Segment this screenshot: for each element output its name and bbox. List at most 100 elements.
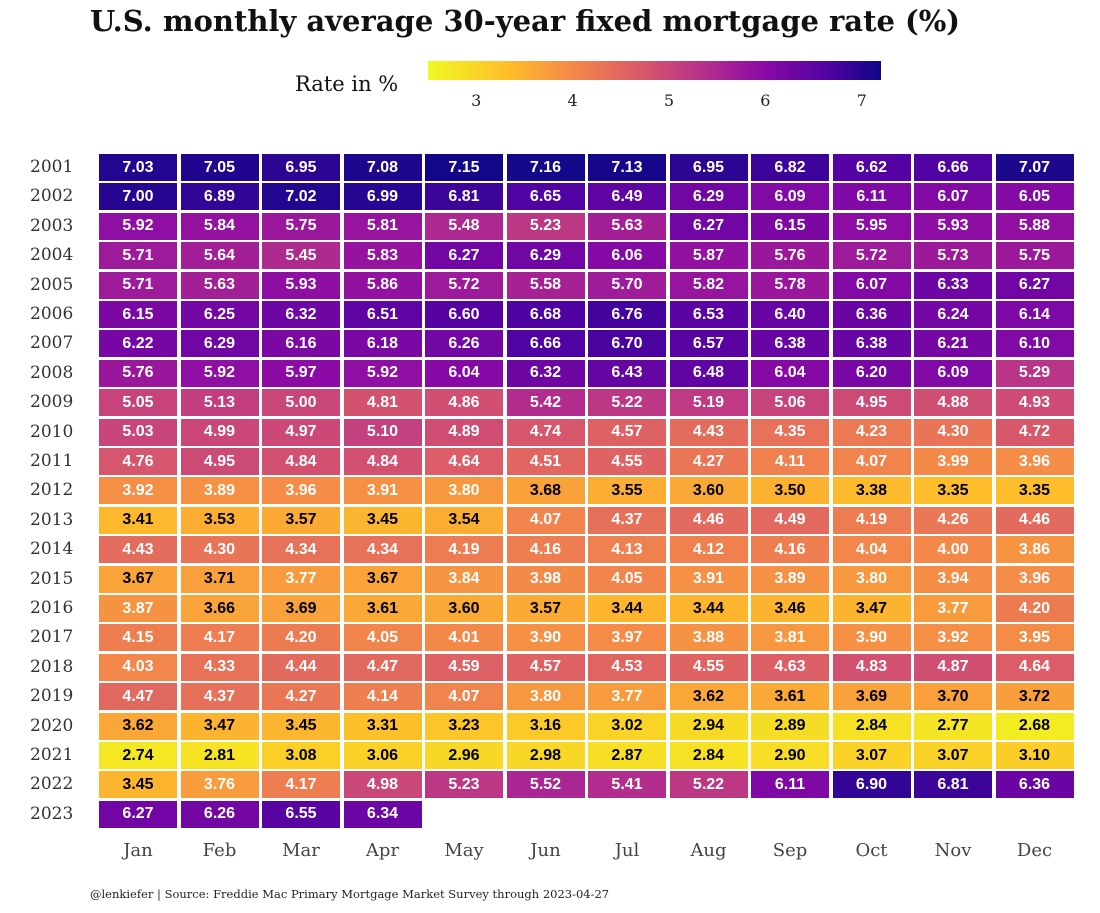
- heatmap-cell: 4.16: [506, 536, 585, 564]
- heatmap-cell: 5.63: [588, 212, 666, 240]
- heatmap-cell: 5.63: [180, 271, 259, 299]
- legend-label: Rate in %: [295, 72, 399, 96]
- heatmap-cell: 6.32: [506, 359, 585, 387]
- heatmap-cell: 5.88: [995, 212, 1074, 240]
- heatmap-cell: 6.43: [588, 359, 666, 387]
- heatmap-cell: 3.69: [262, 595, 340, 622]
- heatmap-cell: 4.95: [832, 389, 911, 417]
- heatmap-cell: 3.47: [832, 595, 911, 622]
- heatmap-cell: 6.49: [588, 183, 666, 211]
- heatmap-cell: 6.11: [832, 183, 911, 211]
- heatmap-cell: 2.84: [669, 742, 748, 769]
- heatmap-cell: 7.08: [343, 154, 422, 181]
- heatmap-cell: 5.10: [343, 418, 422, 446]
- heatmap-cell: 3.55: [588, 477, 666, 505]
- year-label: 2007: [30, 333, 74, 354]
- month-label: Aug: [690, 840, 727, 861]
- heatmap-cell: 4.27: [669, 448, 748, 475]
- heatmap-cell: 4.98: [343, 771, 422, 799]
- heatmap-cell: 3.96: [995, 565, 1074, 593]
- heatmap-cell: 4.47: [343, 653, 422, 681]
- heatmap-cell: 5.58: [506, 271, 585, 299]
- heatmap-cell: 5.05: [99, 389, 177, 417]
- heatmap-cell: 4.64: [995, 653, 1074, 681]
- heatmap-cell: 3.62: [669, 683, 748, 711]
- heatmap-cell: 4.07: [425, 683, 503, 711]
- heatmap-cell: 6.07: [832, 271, 911, 299]
- year-label: 2017: [30, 627, 74, 648]
- heatmap-cell: 7.03: [99, 154, 177, 181]
- heatmap-cell: 5.64: [180, 242, 259, 270]
- heatmap-cell: 2.84: [832, 712, 911, 740]
- heatmap-cell: 6.33: [914, 271, 992, 299]
- heatmap-cell: 6.09: [914, 359, 992, 387]
- heatmap-cell: 3.88: [669, 624, 748, 652]
- heatmap-cell: 7.00: [99, 183, 177, 211]
- heatmap-cell: 3.35: [914, 477, 992, 505]
- heatmap-cell: 6.04: [751, 359, 829, 387]
- year-label: 2016: [30, 598, 74, 618]
- heatmap-cell: 3.60: [425, 595, 503, 622]
- year-label: 2005: [30, 274, 74, 295]
- heatmap-cell: 6.55: [262, 800, 340, 828]
- heatmap-cell: 3.92: [99, 477, 177, 505]
- heatmap-cell: 4.07: [506, 506, 585, 534]
- heatmap-cell: 5.84: [180, 212, 259, 240]
- heatmap-cell: 4.44: [262, 653, 340, 681]
- heatmap-cell: 5.42: [506, 389, 585, 417]
- heatmap-cell: 6.26: [180, 800, 259, 828]
- year-label: 2021: [30, 745, 74, 765]
- heatmap-cell: 6.26: [425, 330, 503, 358]
- heatmap-cell: 4.59: [425, 653, 503, 681]
- heatmap-cell: 6.66: [914, 154, 992, 181]
- month-label: Jan: [123, 840, 153, 861]
- heatmap-cell: 2.89: [751, 712, 829, 740]
- heatmap-cell: 3.70: [914, 683, 992, 711]
- heatmap-cell: 3.61: [751, 683, 829, 711]
- heatmap-cell: 4.46: [669, 506, 748, 534]
- heatmap-cell: 5.03: [99, 418, 177, 446]
- heatmap-cell: 7.16: [506, 154, 585, 181]
- heatmap-cell: 3.80: [506, 683, 585, 711]
- heatmap-cell: 6.95: [262, 154, 340, 181]
- heatmap-cell: 3.76: [180, 771, 259, 799]
- heatmap-cell: 3.60: [669, 477, 748, 505]
- year-label: 2008: [30, 362, 74, 383]
- heatmap-cell: 6.99: [343, 183, 422, 211]
- heatmap-cell: 3.96: [262, 477, 340, 505]
- month-label: Oct: [855, 840, 888, 861]
- heatmap-cell: 4.89: [425, 418, 503, 446]
- heatmap-cell: 3.71: [180, 565, 259, 593]
- heatmap-cell: 4.64: [425, 448, 503, 475]
- heatmap-cell: 5.23: [425, 771, 503, 799]
- heatmap-cell: 5.29: [995, 359, 1074, 387]
- year-label: 2014: [30, 539, 74, 560]
- heatmap-cell: 4.33: [180, 653, 259, 681]
- heatmap-cell: 4.74: [506, 418, 585, 446]
- heatmap-cell: 4.16: [751, 536, 829, 564]
- heatmap-cell: 6.10: [995, 330, 1074, 358]
- year-label: 2022: [30, 774, 74, 795]
- month-label: Jun: [530, 840, 561, 861]
- heatmap-cell: 3.96: [995, 448, 1074, 475]
- heatmap-cell: 6.29: [506, 242, 585, 270]
- heatmap-cell: 3.90: [832, 624, 911, 652]
- heatmap-cell: 6.57: [669, 330, 748, 358]
- year-label: 2003: [30, 215, 74, 236]
- heatmap-cell: 3.94: [914, 565, 992, 593]
- heatmap-cell: 6.89: [180, 183, 259, 211]
- heatmap-cell: 3.91: [343, 477, 422, 505]
- month-label: Nov: [934, 840, 972, 861]
- heatmap-cell: 3.16: [506, 712, 585, 740]
- heatmap-cell: 5.72: [832, 242, 911, 270]
- heatmap-cell: 3.46: [751, 595, 829, 622]
- heatmap-cell: 6.62: [832, 154, 911, 181]
- heatmap-cell: 4.26: [914, 506, 992, 534]
- heatmap-cell: 4.20: [262, 624, 340, 652]
- heatmap-cell: 6.29: [669, 183, 748, 211]
- heatmap-cell: 3.95: [995, 624, 1074, 652]
- heatmap-cell: 3.23: [425, 712, 503, 740]
- heatmap-cell: 3.44: [669, 595, 748, 622]
- heatmap-cell: 3.77: [914, 595, 992, 622]
- heatmap-cell: 3.50: [751, 477, 829, 505]
